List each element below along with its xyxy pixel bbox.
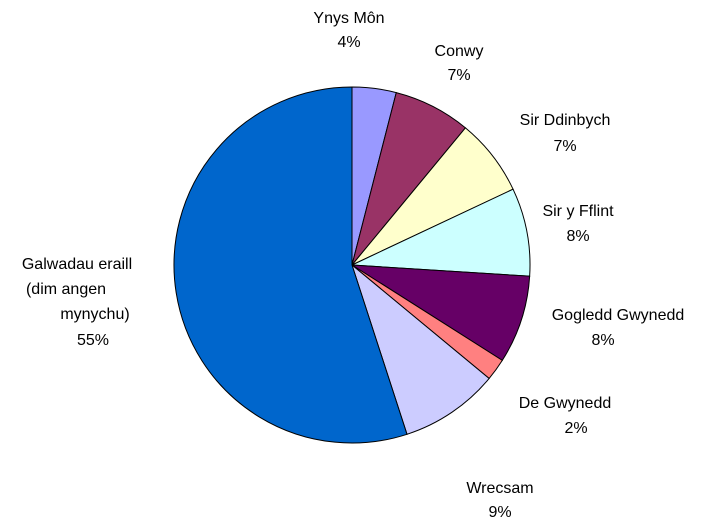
pie-slice: [351, 264, 531, 362]
slice-label: Ynys Môn: [313, 10, 384, 27]
pie-slice: [351, 188, 531, 277]
value-label: 9%: [488, 504, 511, 521]
value-label: 8%: [566, 228, 589, 245]
slice-label: Conwy: [435, 43, 484, 60]
value-label: 7%: [553, 138, 576, 155]
value-label: 7%: [447, 67, 470, 84]
pie-slice: [173, 86, 408, 444]
pie-slice: [350, 263, 490, 435]
slice-label: Wrecsam: [466, 480, 533, 497]
value-label: 55%: [77, 332, 109, 349]
slice-label: mynychu): [60, 306, 129, 323]
value-label: 8%: [591, 332, 614, 349]
value-label: 2%: [564, 420, 587, 437]
slice-label: Sir y Fflint: [542, 203, 614, 220]
slice-label: Gogledd Gwynedd: [552, 307, 685, 324]
value-label: 4%: [337, 34, 360, 51]
slice-label: Galwadau eraill: [22, 256, 132, 273]
slice-label: De Gwynedd: [519, 395, 612, 412]
slice-label: (dim angen: [26, 281, 106, 298]
slice-label: Sir Ddinbych: [520, 112, 611, 129]
